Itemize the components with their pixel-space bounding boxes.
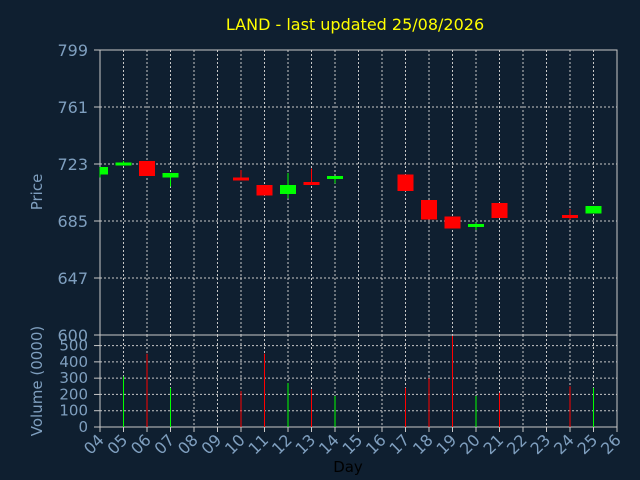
candle-body	[421, 200, 437, 220]
price-tick-label: 799	[57, 41, 88, 60]
price-tick-label: 723	[57, 155, 88, 174]
price-tick-label: 600	[57, 326, 88, 345]
x-axis-label: Day	[333, 458, 363, 476]
candle-body	[303, 182, 320, 185]
candle-body	[139, 161, 155, 176]
price-tick-label: 761	[57, 98, 88, 117]
chart-title: LAND - last updated 25/08/2026	[226, 15, 484, 34]
volume-bars	[123, 335, 594, 427]
candle-body	[585, 206, 602, 214]
volume-axis-label: Volume (0000)	[28, 326, 46, 436]
volume-tick-label: 300	[59, 369, 88, 387]
volume-tick-label: 500	[59, 337, 88, 355]
price-axis-label: Price	[28, 174, 46, 211]
candle-body	[468, 224, 484, 227]
candle-body	[256, 185, 273, 196]
candle-body	[233, 177, 249, 181]
candle-body	[562, 215, 578, 218]
candle-body	[280, 185, 296, 194]
candle-body	[162, 173, 179, 178]
price-tick-label: 685	[57, 212, 88, 231]
volume-tick-label: 100	[59, 402, 88, 420]
candles	[99, 161, 602, 230]
price-tick-labels: 799 761 723 685 647 600	[57, 41, 88, 345]
candle-body	[100, 167, 108, 175]
candle-body	[327, 176, 343, 179]
candle-body	[115, 162, 132, 166]
volume-tick-label: 400	[59, 353, 88, 371]
candle-body	[397, 174, 414, 191]
candle-body	[444, 216, 461, 229]
price-tick-label: 647	[57, 269, 88, 288]
volume-tick-label: 200	[59, 385, 88, 403]
price-grid	[94, 49, 617, 336]
volume-tick-label: 0	[78, 418, 88, 436]
candle-body	[491, 203, 508, 218]
